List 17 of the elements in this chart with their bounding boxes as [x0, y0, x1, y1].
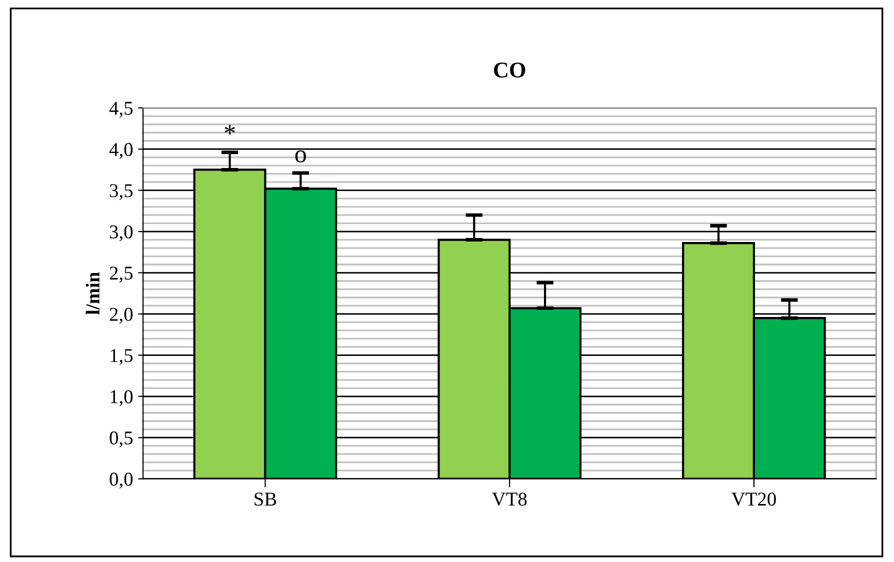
y-tick-label: 0,5 — [110, 431, 133, 448]
annotation: * — [224, 125, 235, 134]
y-tick-label: 2,0 — [110, 308, 133, 324]
y-tick-label: 4,0 — [109, 142, 133, 159]
x-tick-label: VT20 — [731, 492, 776, 506]
y-tick-label: 2,5 — [110, 266, 133, 282]
y-axis-title: l/min — [86, 272, 100, 315]
x-tick-label: SB — [254, 492, 276, 506]
y-tick-label: 4,5 — [109, 102, 133, 118]
y-tick-label: 1,5 — [110, 349, 133, 365]
annotation: o — [295, 150, 306, 162]
y-tick-label: 0,0 — [110, 472, 133, 489]
y-tick-label: 3,0 — [110, 225, 133, 242]
chart-title: CO — [494, 62, 526, 78]
x-tick-label: VT8 — [492, 492, 527, 506]
y-tick-label: 3,5 — [110, 184, 133, 200]
y-tick-label: 1,0 — [110, 390, 133, 406]
